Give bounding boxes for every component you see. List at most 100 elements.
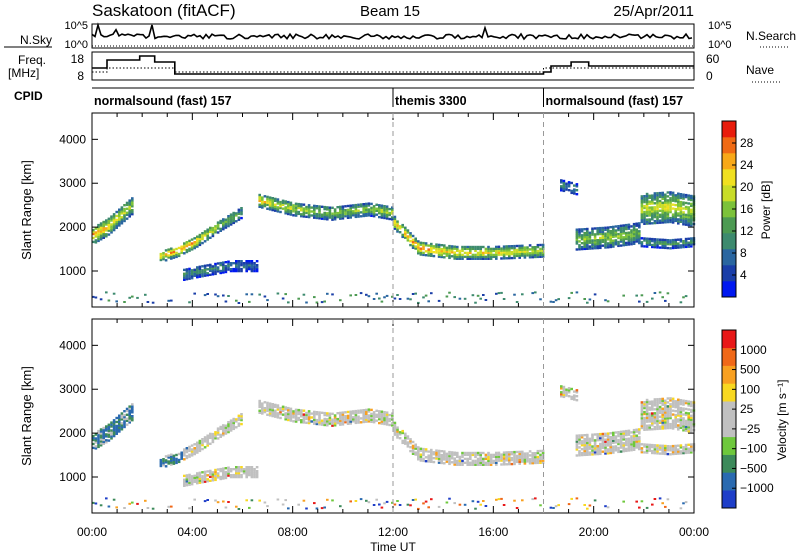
velocity-cell (645, 408, 649, 412)
power-cell (258, 199, 261, 203)
velocity-cell (682, 448, 685, 451)
power-cell (612, 225, 615, 229)
power-cell (206, 238, 209, 241)
velocity-cell (248, 506, 251, 509)
power-cell (643, 210, 646, 214)
power-cell (661, 195, 664, 198)
power-cell (422, 296, 425, 299)
power-cell (365, 212, 368, 215)
velocity-cell (131, 403, 134, 406)
velocity-cell (227, 466, 230, 469)
power-cell (684, 295, 688, 298)
velocity-cell (323, 419, 326, 423)
velocity-cell (99, 432, 103, 435)
power-cell (664, 201, 667, 204)
velocity-cell (183, 480, 186, 483)
velocity-cell (471, 461, 475, 464)
power-cell (131, 203, 134, 206)
velocity-cell (203, 478, 207, 481)
velocity-cell (235, 505, 238, 508)
velocity-cell (471, 451, 475, 455)
velocity-cell (664, 446, 667, 450)
power-cell (495, 247, 498, 251)
velocity-cell (684, 443, 688, 447)
power-cell (562, 179, 566, 183)
velocity-cell (658, 448, 662, 451)
velocity-cell (188, 475, 191, 478)
velocity-cell (560, 393, 563, 396)
power-cell (375, 213, 378, 216)
velocity-cell (255, 475, 259, 479)
power-cell (318, 215, 321, 218)
power-cell (604, 236, 607, 239)
velocity-cell (388, 417, 391, 421)
velocity-cell (196, 451, 199, 454)
power-cell (526, 246, 529, 249)
power-cell (404, 230, 407, 233)
velocity-cell (627, 431, 631, 434)
power-cell (596, 239, 599, 242)
velocity-cell (320, 421, 324, 424)
velocity-cell (344, 411, 347, 414)
velocity-cell (609, 447, 612, 451)
velocity-cell (209, 432, 212, 436)
velocity-cell (201, 440, 204, 443)
power-cell (320, 205, 324, 208)
velocity-cell (690, 418, 693, 421)
velocity-cell (666, 411, 670, 414)
velocity-cell (604, 444, 607, 447)
velocity-cell (349, 410, 352, 413)
velocity-cell (222, 477, 225, 480)
velocity-cell (619, 438, 623, 441)
power-cell (180, 251, 183, 254)
power-cell (570, 189, 573, 193)
power-cell (578, 244, 581, 247)
power-cell (281, 207, 285, 210)
power-cell (219, 221, 222, 225)
velocity-cell (107, 505, 111, 508)
velocity-cell (622, 448, 625, 451)
power-cell (588, 235, 592, 238)
power-cell (528, 254, 532, 257)
velocity-cell (263, 401, 267, 404)
velocity-cell (237, 468, 241, 471)
power-cell (534, 251, 537, 255)
power-cell (669, 220, 672, 224)
power-cell (188, 267, 191, 271)
power-cell (417, 246, 420, 249)
power-cell (362, 203, 365, 206)
power-cell (505, 257, 508, 260)
velocity-cell (453, 463, 456, 466)
power-cell (393, 219, 397, 222)
velocity-cell (482, 463, 485, 466)
velocity-cell (318, 413, 321, 416)
power-cell (690, 202, 693, 206)
colorbar-swatch (722, 169, 736, 186)
power-cell (188, 241, 191, 244)
velocity-cell (677, 400, 680, 403)
velocity-cell (349, 414, 352, 417)
power-cell (409, 298, 412, 301)
power-cell (679, 193, 683, 196)
velocity-cell (229, 427, 233, 430)
power-cell (237, 260, 241, 263)
power-cell (240, 260, 243, 263)
velocity-cell (622, 436, 625, 439)
velocity-cell (578, 452, 581, 455)
velocity-cell (105, 435, 108, 438)
power-cell (609, 226, 612, 229)
velocity-cell (196, 445, 199, 448)
power-cell (651, 196, 654, 199)
power-cell (502, 247, 506, 250)
velocity-cell (684, 413, 688, 417)
power-cell (118, 224, 121, 227)
power-cell (219, 261, 222, 265)
power-cell (580, 234, 584, 237)
velocity-cell (362, 416, 365, 420)
power-cell (440, 247, 443, 251)
velocity-cell (437, 461, 441, 464)
velocity-cell (617, 438, 620, 442)
velocity-cell (505, 453, 508, 456)
velocity-cell (417, 448, 420, 451)
velocity-cell (232, 427, 235, 431)
